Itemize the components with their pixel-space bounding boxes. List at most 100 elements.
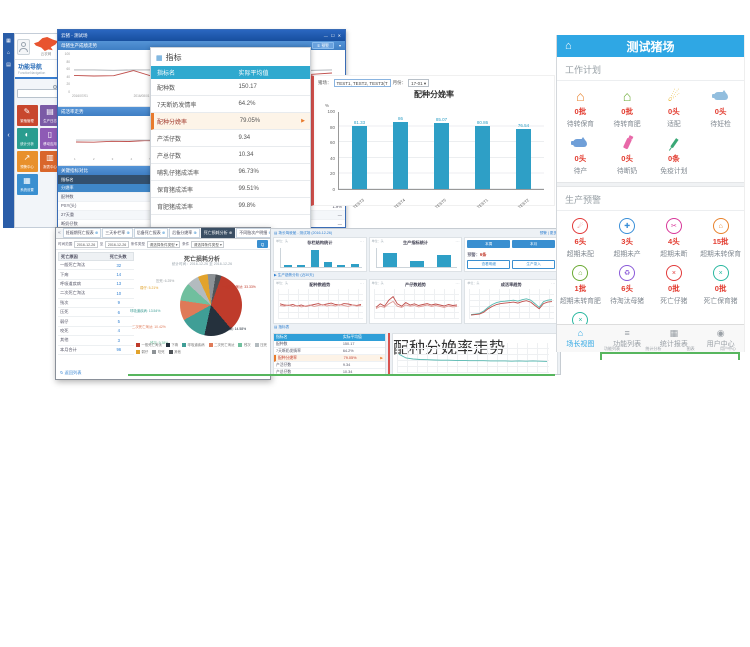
table-row[interactable]: 配种分娩率 79.05% ▶ xyxy=(151,113,310,130)
condition-select[interactable]: 请选择条件类型 ▾ xyxy=(191,240,225,248)
sidebar-tile[interactable]: ▦ 系统设置 xyxy=(16,174,38,195)
tab[interactable]: 妊娠期死亡报表 ⊕ xyxy=(62,228,102,238)
button[interactable]: 本周 xyxy=(467,240,511,248)
sidebar-tile[interactable]: ✎ 繁殖管理 xyxy=(16,105,38,126)
nav-item[interactable]: ▦ 统计报表 xyxy=(651,325,698,352)
tab-close-icon[interactable]: ⊕ xyxy=(228,230,233,235)
table-row[interactable]: 7天断奶发情率 64.2% xyxy=(151,96,310,113)
alert-button[interactable]: ① 预警 xyxy=(311,42,334,49)
status-item[interactable]: × 0批 死亡保育猪 xyxy=(697,261,744,308)
more-icon[interactable]: ⋯ xyxy=(359,239,364,244)
tab[interactable]: 不同胎次产明细 ⊕ xyxy=(236,228,270,238)
table-row[interactable]: 产活仔数 9.34 xyxy=(274,362,385,369)
more-icon[interactable]: ⋯ xyxy=(455,281,460,286)
window-titlebar[interactable]: 云猪 - 测试场 — ☐ ✕ xyxy=(58,30,345,41)
count-badge: 0批 xyxy=(714,284,727,293)
home-icon[interactable]: ⌂ xyxy=(6,50,11,56)
sidebar-tile[interactable]: ◐ 统计分析 xyxy=(16,128,38,149)
chevron-down-icon[interactable]: ▾ xyxy=(338,43,341,48)
more-icon[interactable]: ⋯ xyxy=(359,281,364,286)
profile-card[interactable]: 云农网 xyxy=(15,34,62,60)
alert-summary-card: 本周 本月 预警：6条 查看明细 生产录入 xyxy=(464,237,559,272)
date-to-input[interactable]: 2016-12-26 xyxy=(105,240,129,248)
tab-close-icon[interactable]: ⊕ xyxy=(94,230,99,235)
report-icon[interactable]: ▤ xyxy=(6,62,11,68)
status-item[interactable]: 0条 免疫计划 xyxy=(651,131,698,178)
status-item[interactable]: ⌂ 0批 待转保育 xyxy=(557,84,604,131)
dashboard-row-3: 指标名 实际平均值 配种数 150.17 7天断奶发情率 64.2% 配种分娩率 79.05… xyxy=(271,333,560,375)
farm-filter-input[interactable]: TEST1, TEST2, TEST3(T xyxy=(333,79,391,87)
table-row[interactable]: 下痢 14 xyxy=(58,270,134,280)
status-item[interactable]: 0头 待断奶 xyxy=(604,131,651,178)
avatar[interactable] xyxy=(17,39,30,55)
table-row[interactable]: 配种分娩率 79.05% ▶ xyxy=(274,355,385,362)
window-controls[interactable]: — ☐ ✕ xyxy=(323,33,342,38)
status-item[interactable]: ⌂ 1批 超期未转育肥 xyxy=(557,261,604,308)
table-row[interactable]: 呼吸道疾病 13 xyxy=(58,280,134,290)
collapse-arrow-icon[interactable]: ‹ xyxy=(7,132,10,139)
button[interactable]: 生产录入 xyxy=(512,260,556,269)
button[interactable]: 查看明细 xyxy=(467,260,511,269)
table-row[interactable]: 残次 9 xyxy=(58,299,134,308)
table-row[interactable]: 一般死亡淘汰 32 xyxy=(58,261,134,271)
home-icon[interactable]: ⌂ xyxy=(565,40,572,52)
table-row[interactable]: 产总仔数 10.34 xyxy=(151,147,310,164)
table-row[interactable]: 产活仔数 9.34 xyxy=(151,130,310,147)
table-row[interactable]: 弱仔 5 xyxy=(58,317,134,327)
tab[interactable]: 后备死亡报表 ⊕ xyxy=(133,228,169,238)
table-row[interactable]: 本月合计 96 xyxy=(58,346,134,355)
more-icon[interactable]: ⋯ xyxy=(551,281,556,286)
button[interactable]: 本月 xyxy=(512,240,556,248)
table-row[interactable]: 配种数 150.17 xyxy=(151,79,310,96)
table-row[interactable]: 产总仔数 10.34 xyxy=(274,369,385,375)
tab[interactable]: 后备分娩率 ⊕ xyxy=(169,228,200,238)
type-select[interactable]: 请选择条件类型 ▾ xyxy=(147,240,181,248)
status-item[interactable]: ✚ 3头 超期未产 xyxy=(604,214,651,261)
y-axis-ticks: 100 80 60 40 20 0 xyxy=(60,52,70,94)
table-row[interactable]: 咬死 4 xyxy=(58,327,134,337)
table-row[interactable]: 压死 6 xyxy=(58,308,134,318)
status-item[interactable]: ☄ 6头 超期未配 xyxy=(557,214,604,261)
sidebar-tile[interactable]: ▤ 生产日志 xyxy=(39,105,61,126)
sidebar-tile[interactable]: ↗ 预警中心 xyxy=(16,151,38,172)
tabs-back-arrow-icon[interactable]: « xyxy=(58,230,61,236)
tab-close-icon[interactable]: ⊕ xyxy=(193,230,197,235)
nav-item[interactable]: ≡ 功能列表 xyxy=(604,325,651,352)
search-button[interactable]: Q xyxy=(257,240,268,248)
grid-icon[interactable]: ▦ xyxy=(6,38,11,44)
dashboard-topbar-links[interactable]: 预警 | 更多 xyxy=(539,230,557,235)
sidebar-tile[interactable]: ▥ 报表中心 xyxy=(39,151,61,172)
tab-close-icon[interactable]: ⊕ xyxy=(161,230,166,235)
status-item[interactable]: ⌂ 0批 待转育肥 xyxy=(604,84,651,131)
status-item[interactable]: ✂ 4头 超期未断 xyxy=(651,214,698,261)
tab-close-icon[interactable]: ⊕ xyxy=(268,230,270,235)
status-item[interactable]: ⌂ 15批 超期未转保育 xyxy=(697,214,744,261)
indicators-panel: ▦ 指标 指标名 实际平均值 配种数 150.17 7天断奶发情率 64.2% 配种分娩率… xyxy=(150,47,311,230)
nav-item[interactable]: ◉ 用户中心 xyxy=(697,325,744,352)
date-from-input[interactable]: 2016-12-26 xyxy=(74,240,98,248)
status-item[interactable]: ☄ 0头 适配 xyxy=(651,84,698,131)
tab[interactable]: 三天补栏率 ⊕ xyxy=(102,228,133,238)
nav-item[interactable]: ⌂ 场长视图 xyxy=(557,325,604,352)
more-icon[interactable]: ⋯ xyxy=(455,239,460,244)
search-input[interactable] xyxy=(17,89,60,98)
table-row[interactable]: 配种数 150.17 xyxy=(274,341,385,348)
table-row[interactable]: 其他 3 xyxy=(58,336,134,346)
status-item[interactable]: 0头 待产 xyxy=(557,131,604,178)
month-select[interactable]: 17-01 ▾ xyxy=(408,79,430,87)
table-row[interactable]: 7天断奶发情率 64.2% xyxy=(274,348,385,355)
table-row[interactable]: 育肥猪成活率 99.8% xyxy=(151,198,310,215)
back-to-list-link[interactable]: ↻ 返回列表 xyxy=(60,370,82,375)
sidebar-tile[interactable]: ▯ 移动应用 xyxy=(39,128,61,149)
bar xyxy=(324,262,333,267)
table-row[interactable]: 保育猪成活率 99.51% xyxy=(151,181,310,198)
table-row[interactable]: 二次死亡淘汰 10 xyxy=(58,289,134,299)
app-nav-rail[interactable]: ▦ ⌂ ▤ ‹ xyxy=(3,33,14,228)
tab[interactable]: 死亡损耗分析 ⊕ xyxy=(200,228,236,238)
status-item[interactable]: 0头 待妊检 xyxy=(697,84,744,131)
table-row[interactable]: 哺乳仔猪成活率 96.73% xyxy=(151,164,310,181)
status-item[interactable]: × 0批 死亡仔猪 xyxy=(651,261,698,308)
status-item[interactable]: ♻ 6头 待淘汰母猪 xyxy=(604,261,651,308)
tab-close-icon[interactable]: ⊕ xyxy=(126,230,130,235)
trend-chart-svg xyxy=(278,289,363,319)
